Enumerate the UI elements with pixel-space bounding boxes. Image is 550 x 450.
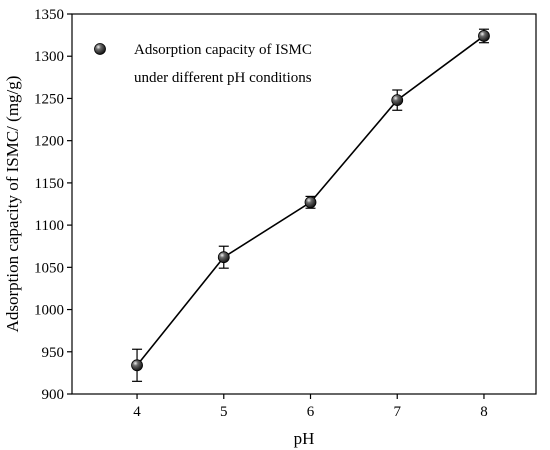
legend-label-line-2: under different pH conditions xyxy=(134,70,312,86)
y-tick-label: 1150 xyxy=(35,176,64,192)
legend-marker xyxy=(94,43,106,55)
y-tick-label: 1050 xyxy=(34,260,64,276)
y-tick-label: 900 xyxy=(42,387,65,403)
y-tick-label: 950 xyxy=(42,345,65,361)
y-tick-label: 1100 xyxy=(35,218,64,234)
y-tick-label: 1250 xyxy=(34,91,64,107)
data-point xyxy=(478,30,490,42)
y-tick-label: 1350 xyxy=(34,7,64,23)
x-tick-label: 4 xyxy=(133,404,141,420)
legend: Adsorption capacity of ISMC under differ… xyxy=(94,42,312,86)
y-tick-label: 1300 xyxy=(34,49,64,65)
series-line-group xyxy=(131,28,490,382)
data-point xyxy=(391,94,404,107)
data-point xyxy=(304,196,317,209)
x-tick-label: 7 xyxy=(393,404,401,420)
y-tick-label: 1200 xyxy=(34,134,64,150)
legend-label-line-1: Adsorption capacity of ISMC xyxy=(134,42,312,58)
x-tick-label: 6 xyxy=(307,404,315,420)
axes: 900 950 1000 1050 1100 1150 1200 1250 1300 1350 4 5… xyxy=(34,7,537,420)
x-tick-label: 5 xyxy=(220,404,228,420)
y-tick-label: 1000 xyxy=(34,303,64,319)
data-point xyxy=(217,251,230,264)
data-point xyxy=(131,359,143,372)
y-axis-title: Adsorption capacity of ISMC/ (mg/g) xyxy=(3,76,22,333)
x-axis-title: pH xyxy=(294,429,315,448)
x-tick-label: 8 xyxy=(480,404,488,420)
plot-frame xyxy=(71,13,537,395)
